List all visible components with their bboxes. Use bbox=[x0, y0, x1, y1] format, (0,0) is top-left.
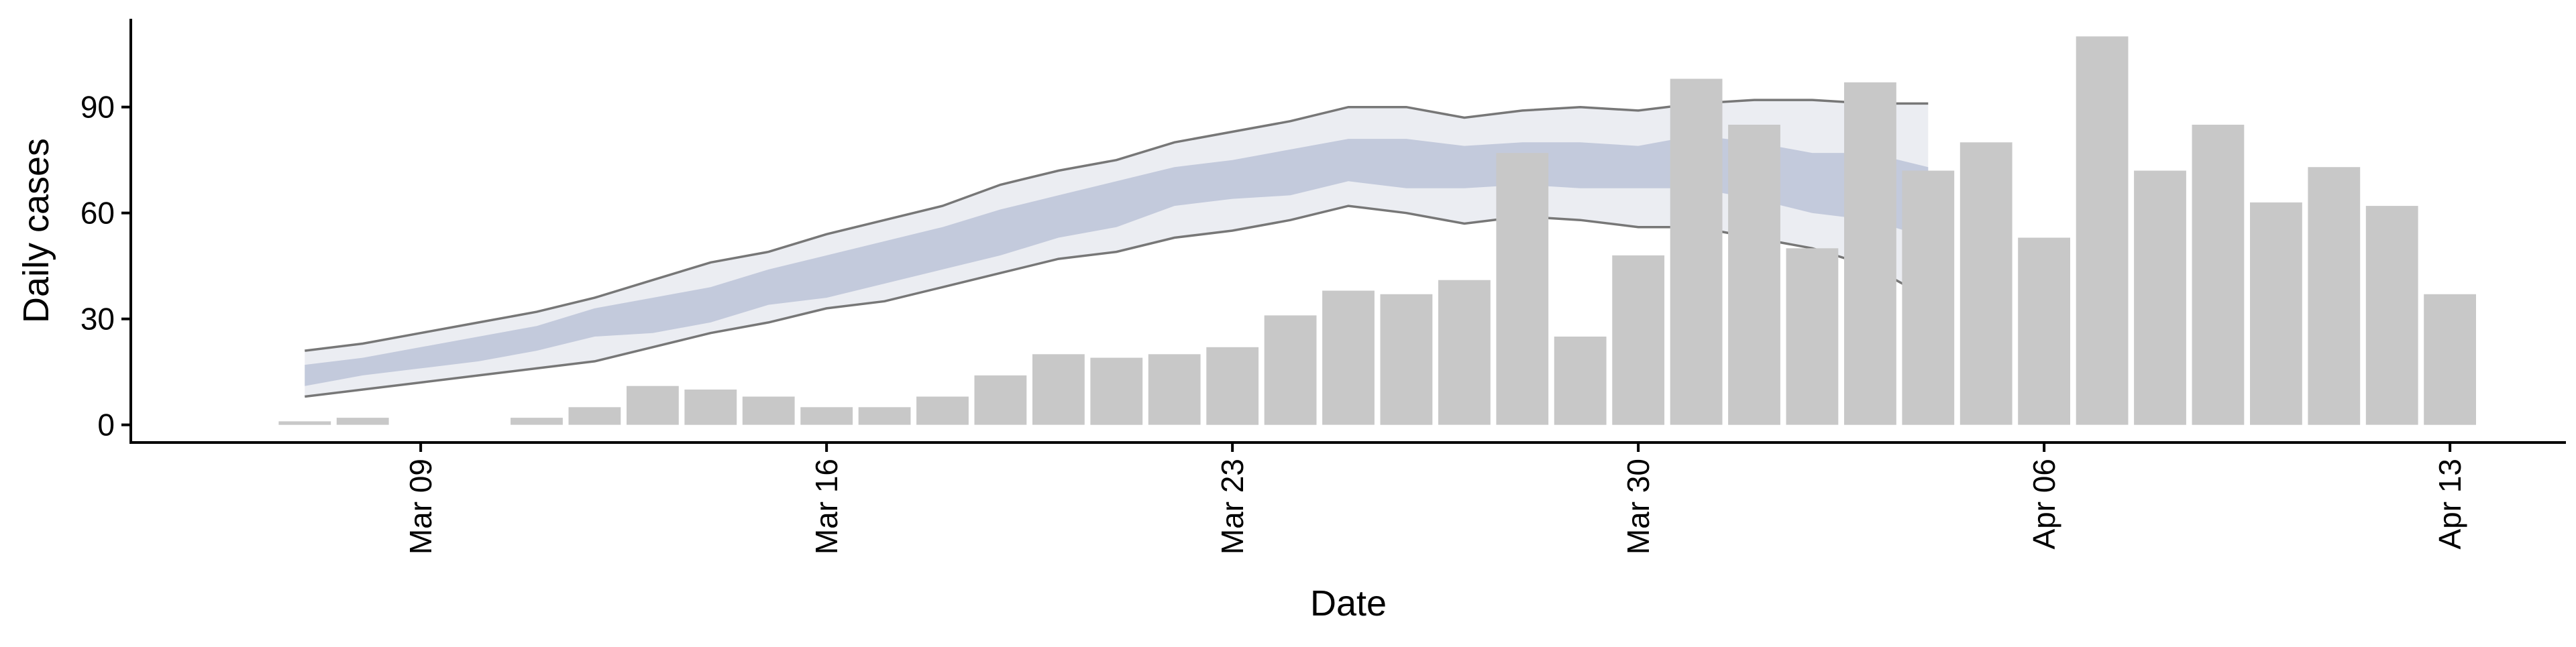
bar-layer bbox=[278, 36, 2476, 425]
case-bar bbox=[568, 407, 621, 425]
case-bar bbox=[627, 386, 679, 425]
x-tick-label: Mar 30 bbox=[1621, 459, 1656, 554]
case-bar bbox=[800, 407, 853, 425]
axes-layer bbox=[129, 19, 2566, 444]
case-bar bbox=[916, 396, 969, 425]
case-bar bbox=[2365, 206, 2418, 425]
x-tick-label: Apr 06 bbox=[2027, 459, 2061, 550]
x-tick-label: Apr 13 bbox=[2432, 459, 2467, 550]
case-bar bbox=[1670, 78, 1723, 425]
case-bar bbox=[336, 418, 389, 425]
y-tick-label: 0 bbox=[97, 408, 115, 443]
band-upper-line bbox=[305, 99, 1929, 352]
x-tick-label: Mar 09 bbox=[403, 459, 438, 554]
case-bar bbox=[742, 396, 795, 425]
y-axis-label: Daily cases bbox=[16, 138, 56, 323]
case-bar bbox=[2018, 237, 2070, 425]
case-bar bbox=[2192, 125, 2245, 425]
y-tick-label: 30 bbox=[80, 302, 115, 337]
y-tick-label: 90 bbox=[80, 90, 115, 125]
case-bar bbox=[1148, 354, 1201, 425]
case-bar bbox=[278, 421, 331, 425]
y-tick-layer: 0 30 60 90 bbox=[80, 90, 131, 443]
case-bar bbox=[2076, 36, 2129, 425]
case-bar bbox=[2134, 170, 2186, 425]
case-bar bbox=[511, 418, 563, 425]
x-tick-layer: Mar 09 Mar 16 Mar 23 Mar 30 Apr 06 Apr 13 bbox=[403, 443, 2467, 554]
case-bar bbox=[974, 375, 1027, 425]
case-bar bbox=[1554, 337, 1607, 425]
case-bar bbox=[1032, 354, 1085, 425]
x-axis-label: Date bbox=[1310, 583, 1387, 624]
case-bar bbox=[1786, 248, 1839, 425]
case-bar bbox=[1612, 255, 1665, 425]
x-tick-label: Mar 16 bbox=[809, 459, 844, 554]
case-bar bbox=[1322, 290, 1375, 425]
case-bar bbox=[684, 390, 737, 425]
case-bar bbox=[1380, 294, 1433, 425]
case-bar bbox=[1090, 357, 1143, 425]
y-tick-label: 60 bbox=[80, 196, 115, 231]
case-bar bbox=[858, 407, 911, 425]
case-bar bbox=[1844, 82, 1896, 425]
case-bar bbox=[1496, 153, 1549, 425]
case-bar bbox=[1728, 125, 1780, 425]
case-bar bbox=[1438, 280, 1491, 425]
band-lower-line bbox=[305, 204, 1929, 398]
x-tick-label: Mar 23 bbox=[1215, 459, 1250, 554]
case-bar bbox=[2250, 202, 2302, 425]
case-bar bbox=[1960, 142, 2012, 425]
case-bar bbox=[1902, 170, 1955, 425]
case-bar bbox=[2308, 167, 2361, 425]
case-bar bbox=[2424, 294, 2476, 425]
case-bar bbox=[1206, 347, 1259, 425]
case-bar bbox=[1264, 315, 1317, 425]
